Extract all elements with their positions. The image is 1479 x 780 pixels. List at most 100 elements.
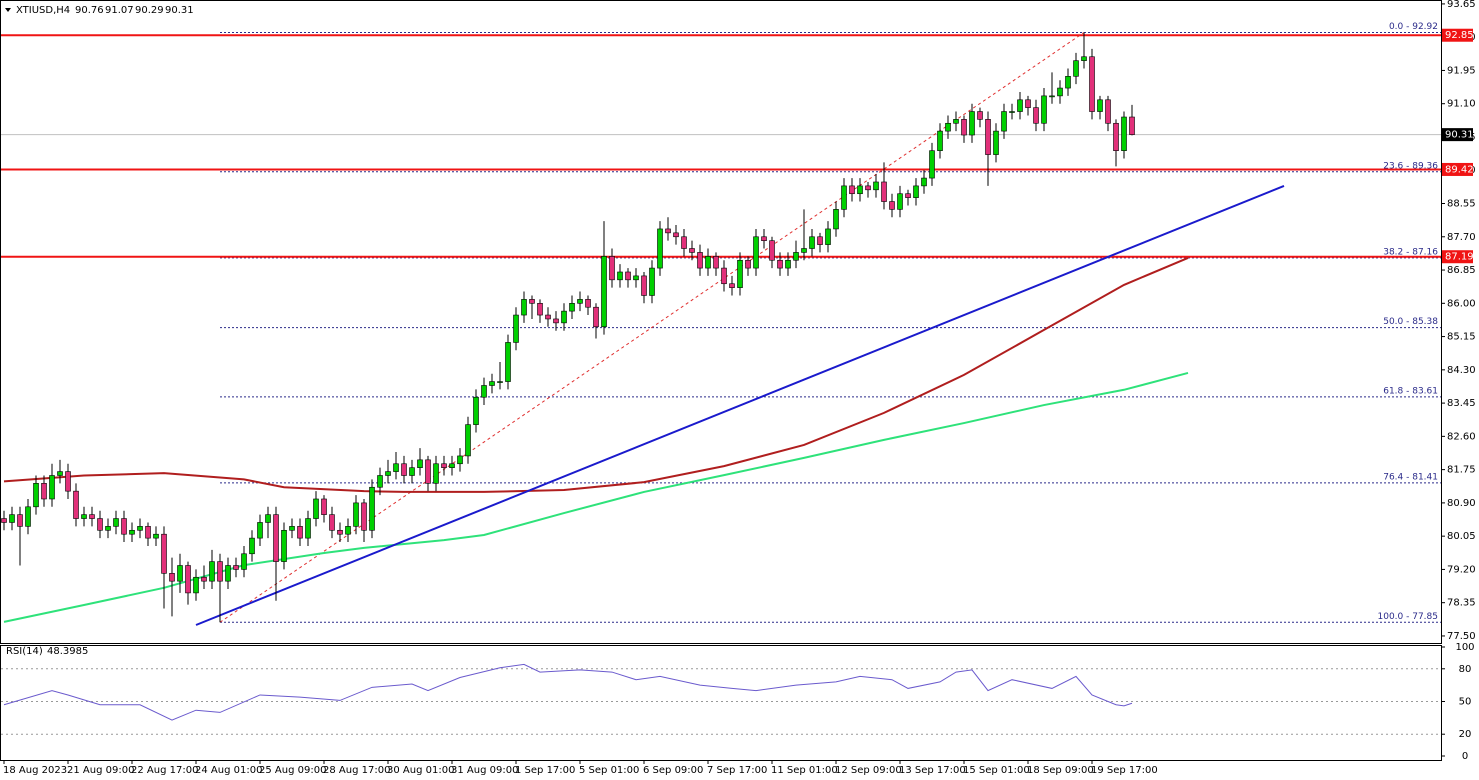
candle-body bbox=[489, 381, 495, 386]
y-tick-label: 85.15 bbox=[1447, 332, 1476, 343]
y-tick-label: 93.65 bbox=[1447, 0, 1476, 10]
candle-body bbox=[1025, 99, 1031, 108]
candle-body bbox=[961, 119, 967, 136]
candle-body bbox=[417, 459, 423, 468]
x-tick-label: 25 Aug 09:00 bbox=[259, 765, 326, 776]
candle-body bbox=[1113, 122, 1119, 151]
fibo-label: 76.4 - 81.41 bbox=[1383, 472, 1438, 482]
fibo-label: 61.8 - 83.61 bbox=[1383, 386, 1438, 396]
candle-body bbox=[1017, 99, 1023, 112]
candle-body bbox=[561, 310, 567, 324]
candle-body bbox=[993, 130, 999, 155]
y-tick-label: 88.55 bbox=[1447, 199, 1476, 210]
candle-body bbox=[49, 475, 55, 500]
candle-body bbox=[209, 561, 215, 582]
candle-body bbox=[33, 483, 39, 508]
candle-body bbox=[337, 529, 343, 535]
fibo-label: 23.6 - 89.36 bbox=[1383, 161, 1438, 171]
candle-body bbox=[185, 565, 191, 594]
fibo-label: 38.2 - 87.16 bbox=[1383, 247, 1438, 257]
candle-body bbox=[913, 185, 919, 198]
candle-body bbox=[897, 193, 903, 210]
candle-body bbox=[665, 228, 671, 234]
candle-body bbox=[729, 283, 735, 288]
candle-body bbox=[705, 256, 711, 269]
candle-body bbox=[841, 185, 847, 210]
candle-body bbox=[313, 498, 319, 519]
candle-body bbox=[217, 561, 223, 582]
candle-body bbox=[169, 573, 175, 582]
candle-body bbox=[369, 486, 375, 531]
x-tick-label: 30 Aug 01:00 bbox=[387, 765, 454, 776]
candle-body bbox=[817, 236, 823, 245]
y-tick-label: 83.45 bbox=[1447, 398, 1476, 409]
candle-body bbox=[281, 529, 287, 562]
candle-body bbox=[1041, 95, 1047, 124]
x-tick-label: 18 Aug 2023 bbox=[3, 765, 67, 776]
rsi-label: RSI(14) bbox=[6, 646, 43, 657]
x-tick-label: 22 Aug 17:00 bbox=[131, 765, 198, 776]
price-box-label: 92.85 bbox=[1445, 30, 1474, 41]
price-box bbox=[1442, 250, 1473, 264]
y-tick-label: 84.30 bbox=[1447, 365, 1476, 376]
candle-body bbox=[265, 514, 271, 523]
candle-body bbox=[449, 463, 455, 468]
candle-body bbox=[1, 518, 7, 523]
candle-body bbox=[41, 483, 47, 500]
candle-body bbox=[569, 303, 575, 312]
x-tick-label: 18 Sep 09:00 bbox=[1027, 765, 1094, 776]
ohlc-low: 90.29 bbox=[135, 5, 164, 16]
candle-body bbox=[73, 490, 79, 519]
candle-body bbox=[801, 248, 807, 253]
y-tick-label: 82.60 bbox=[1447, 431, 1476, 442]
y-tick-label: 77.50 bbox=[1447, 631, 1476, 642]
candle-body bbox=[25, 506, 31, 527]
candle-body bbox=[825, 228, 831, 245]
x-tick-label: 13 Sep 17:00 bbox=[899, 765, 966, 776]
candle-body bbox=[289, 526, 295, 531]
candle-body bbox=[1073, 60, 1079, 77]
candle-body bbox=[17, 514, 23, 527]
rsi-line bbox=[3, 663, 1133, 721]
candle-body bbox=[65, 471, 71, 492]
price-box bbox=[1442, 162, 1473, 176]
candle-body bbox=[441, 463, 447, 468]
candle-body bbox=[241, 553, 247, 570]
candle-body bbox=[401, 463, 407, 476]
candle-body bbox=[1097, 99, 1103, 112]
x-tick-label: 5 Sep 01:00 bbox=[579, 765, 639, 776]
candle-body bbox=[137, 526, 143, 531]
candle-body bbox=[545, 314, 551, 320]
menu-arrow[interactable] bbox=[5, 8, 11, 12]
candle-body bbox=[633, 275, 639, 281]
rsi-value: 48.3985 bbox=[47, 646, 88, 657]
candle-body bbox=[113, 518, 119, 527]
price-box-label: 89.42 bbox=[1445, 164, 1474, 175]
candle-body bbox=[1129, 116, 1135, 135]
candle-body bbox=[857, 185, 863, 195]
candle-body bbox=[1081, 56, 1087, 61]
candle-body bbox=[721, 267, 727, 285]
candle-body bbox=[609, 256, 615, 281]
x-tick-label: 24 Aug 01:00 bbox=[195, 765, 262, 776]
x-tick-label: 31 Aug 09:00 bbox=[451, 765, 518, 776]
candle-body bbox=[617, 271, 623, 281]
candle-body bbox=[641, 275, 647, 296]
y-tick-label: 79.20 bbox=[1447, 564, 1476, 575]
ohlc-open: 90.76 bbox=[75, 5, 104, 16]
candle-body bbox=[57, 471, 63, 476]
rsi-tick-label: 80 bbox=[1459, 664, 1472, 675]
candle-body bbox=[273, 514, 279, 562]
candle-body bbox=[889, 201, 895, 210]
indicator-line bbox=[3, 256, 1189, 493]
ohlc-high: 91.07 bbox=[105, 5, 134, 16]
ohlc-close: 90.31 bbox=[165, 5, 194, 16]
rsi-tick-label: 0 bbox=[1462, 751, 1468, 762]
candle-body bbox=[177, 565, 183, 582]
candle-body bbox=[153, 533, 159, 539]
main-frame bbox=[0, 0, 1442, 644]
candle-body bbox=[585, 299, 591, 308]
candle-body bbox=[233, 565, 239, 570]
candle-body bbox=[105, 526, 111, 531]
candle-body bbox=[577, 299, 583, 304]
